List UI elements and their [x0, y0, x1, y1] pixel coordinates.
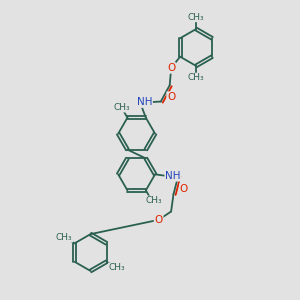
Text: CH₃: CH₃ — [56, 233, 73, 242]
Text: CH₃: CH₃ — [188, 13, 204, 22]
Text: CH₃: CH₃ — [188, 74, 204, 82]
Text: O: O — [167, 63, 175, 73]
Text: O: O — [167, 92, 175, 102]
Text: O: O — [180, 184, 188, 194]
Text: CH₃: CH₃ — [146, 196, 163, 205]
Text: CH₃: CH₃ — [113, 103, 130, 112]
Text: NH: NH — [165, 171, 181, 181]
Text: CH₃: CH₃ — [109, 263, 125, 272]
Text: O: O — [154, 215, 163, 225]
Text: NH: NH — [137, 97, 152, 107]
